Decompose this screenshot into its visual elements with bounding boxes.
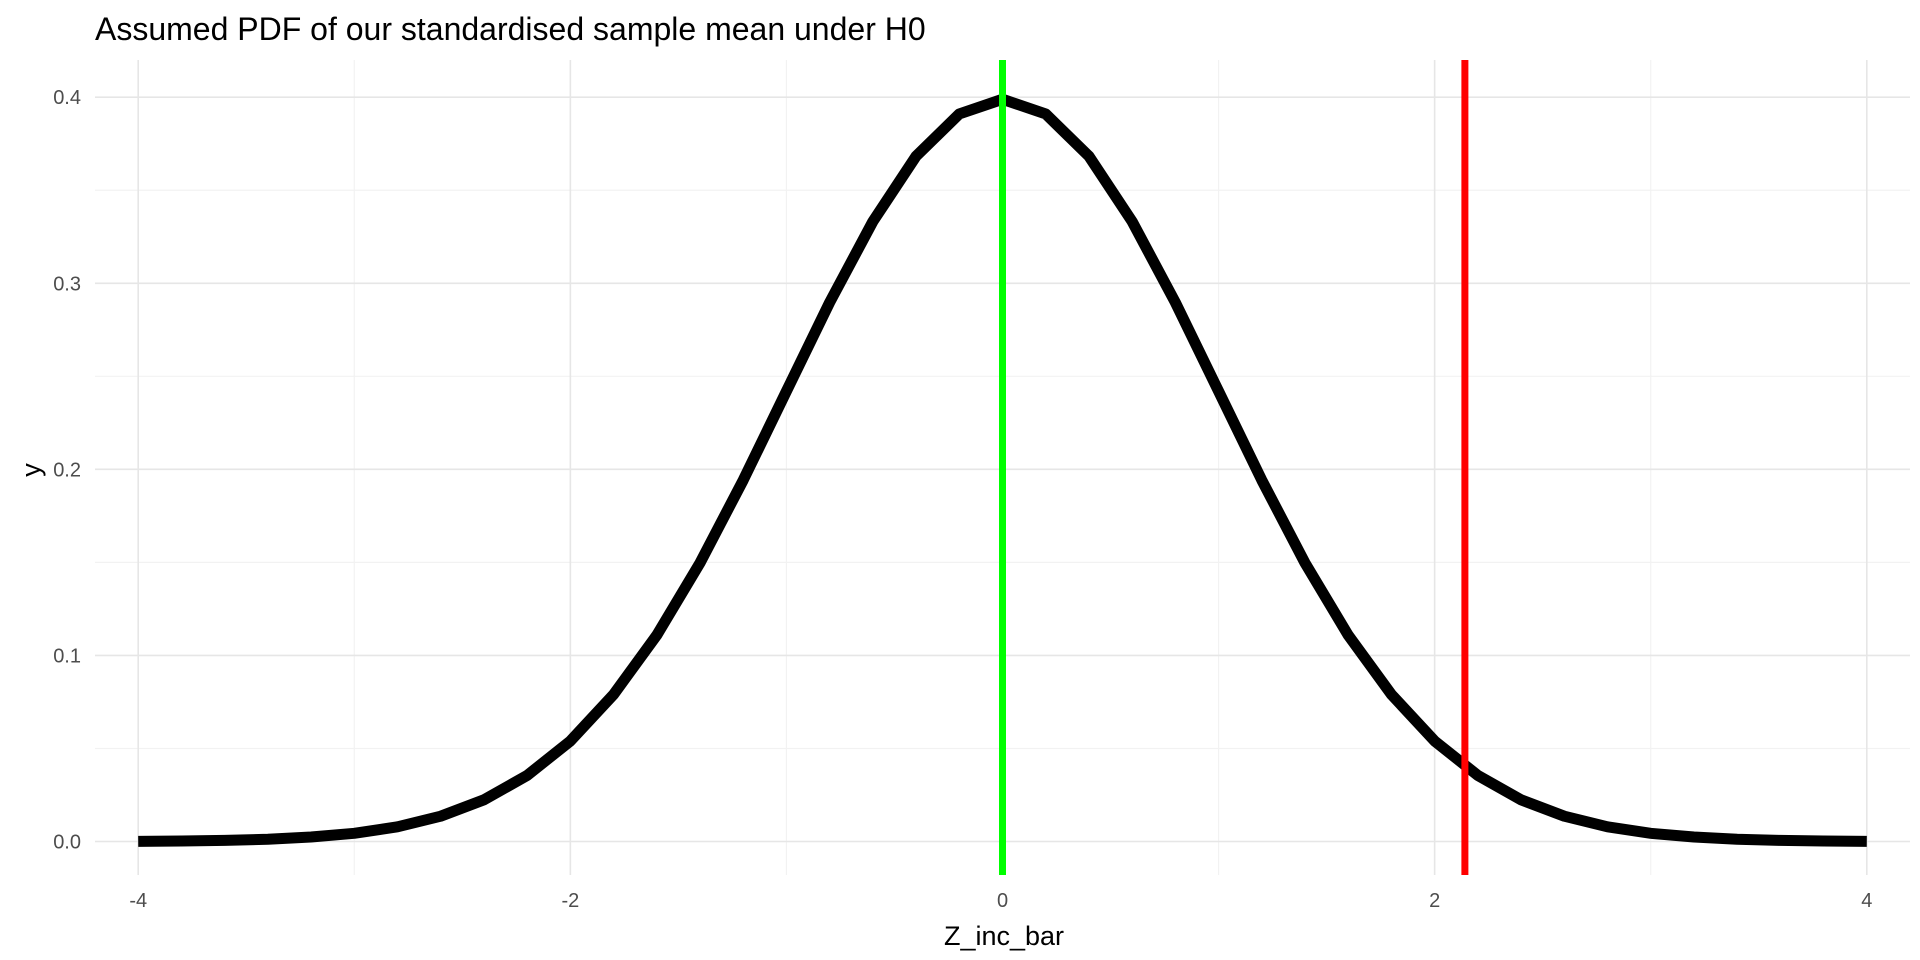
x-tick-label: 4 (1861, 890, 1872, 912)
x-axis: -4 -2 0 2 4 (129, 890, 1872, 912)
y-axis: 0.0 0.1 0.2 0.3 0.4 (53, 87, 81, 853)
x-tick-label: -2 (561, 890, 579, 912)
vline-layer (999, 60, 1469, 875)
y-axis-title: y (16, 463, 46, 477)
chart-title: Assumed PDF of our standardised sample m… (95, 11, 926, 47)
x-tick-label: 2 (1429, 890, 1440, 912)
y-tick-label: 0.4 (53, 87, 81, 109)
y-tick-label: 0.3 (53, 273, 81, 295)
x-axis-title: Z_inc_bar (944, 921, 1064, 951)
y-tick-label: 0.2 (53, 459, 81, 481)
x-tick-label: -4 (129, 890, 147, 912)
y-tick-label: 0.0 (53, 832, 81, 854)
y-tick-label: 0.1 (53, 645, 81, 667)
x-tick-label: 0 (997, 890, 1008, 912)
